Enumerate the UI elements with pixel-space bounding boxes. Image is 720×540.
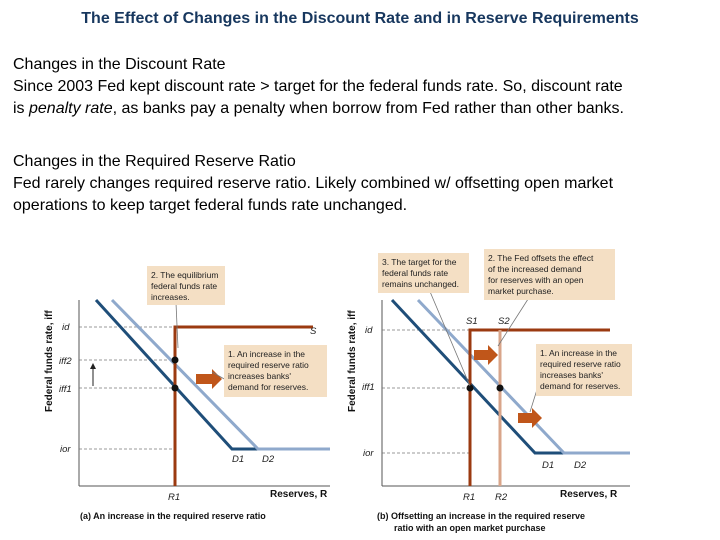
discount-rate-line-2-prefix: is	[13, 100, 29, 117]
panel-b-equilibrium-2	[496, 384, 504, 392]
reserve-ratio-line-1: Fed rarely changes required reserve rati…	[13, 175, 614, 192]
panel-a-note-equilibrium: 2. The equilibrium federal funds rate in…	[147, 266, 225, 305]
panel-a-tick-r1: R1	[168, 492, 180, 503]
panel-b-d1-label: D1	[542, 460, 554, 471]
panel-b-tick-id: id	[365, 325, 373, 336]
panel-b-x-axis-label: Reserves, R	[560, 489, 618, 500]
panel-a-x-axis-label: Reserves, R	[270, 489, 328, 500]
panel-a-note-demand-line-1: 1. An increase in the	[228, 349, 305, 359]
panel-a-tick-iff1: iff1	[59, 384, 72, 395]
panel-b-tick-r1: R1	[463, 492, 475, 503]
panel-b-note-offset-line-4: market purchase.	[488, 286, 554, 296]
discount-rate-line-2-suffix: , as banks pay a penalty when borrow fro…	[112, 100, 624, 117]
panel-b-note2-leader	[497, 295, 531, 347]
panel-b-note-offset-line-1: 2. The Fed offsets the effect	[488, 253, 594, 263]
panel-b-note-target-line-1: 3. The target for the	[382, 257, 457, 267]
panel-b-note-demand-line-1: 1. An increase in the	[540, 348, 617, 358]
panel-b-y-axis-label: Federal funds rate, iff	[347, 310, 358, 412]
panel-b-demand-d2	[416, 298, 630, 455]
discount-rate-line-2: is penalty rate, as banks pay a penalty …	[13, 98, 713, 120]
panel-b-tick-r2: R2	[495, 492, 508, 503]
panel-b-note-demand-line-2: required reserve ratio	[540, 359, 621, 369]
reserve-ratio-section: Changes in the Required Reserve Ratio Fe…	[13, 151, 713, 217]
panel-a-tick-iff2: iff2	[59, 356, 72, 367]
discount-rate-line-1: Since 2003 Fed kept discount rate > targ…	[13, 78, 623, 95]
panel-b-note-demand-line-3: increases banks'	[540, 370, 603, 380]
panel-a-supply-label: S	[310, 326, 317, 337]
panel-b-supply-s1	[468, 328, 610, 486]
panel-a-tick-ior: ior	[60, 444, 71, 455]
panel-b-note-target-line-2: federal funds rate	[382, 268, 448, 278]
panel-a-demand-d2	[110, 298, 330, 451]
panel-b-s2-label: S2	[498, 316, 510, 327]
panel-b-d2-label: D2	[574, 460, 587, 471]
panel-b-demand-shift-arrow	[518, 408, 542, 428]
panel-b-note-demand: 1. An increase in the required reserve r…	[536, 344, 632, 396]
panel-a-y-axis-label: Federal funds rate, iff	[44, 310, 55, 412]
panel-a-supply-curve	[173, 325, 313, 486]
discount-rate-section: Changes in the Discount Rate Since 2003 …	[13, 54, 713, 120]
panel-b-tick-iff1: iff1	[362, 382, 375, 393]
panel-b-note-offset-line-3: for reserves with an open	[488, 275, 584, 285]
panel-b: 3. The target for the federal funds rate…	[347, 249, 632, 533]
panel-a-d1-label: D1	[232, 454, 244, 465]
panel-b-note-offset: 2. The Fed offsets the effect of the inc…	[484, 249, 615, 300]
panel-a-d2-label: D2	[262, 454, 275, 465]
slide-title: The Effect of Changes in the Discount Ra…	[81, 10, 639, 27]
panel-b-note-offset-line-2: of the increased demand	[488, 264, 582, 274]
panel-a-tick-id: id	[62, 322, 70, 333]
panel-a-note-equilibrium-line-3: increases.	[151, 292, 190, 302]
panel-b-s1-label: S1	[466, 316, 478, 327]
panel-a-note-demand-line-3: increases banks'	[228, 371, 291, 381]
panel-b-note-demand-line-4: demand for reserves.	[540, 381, 620, 391]
panel-a-note-equilibrium-line-1: 2. The equilibrium	[151, 270, 218, 280]
panel-a-note2-leader	[211, 371, 227, 381]
panel-b-equilibrium-1	[466, 384, 474, 392]
panel-a-equilibrium-2	[171, 356, 179, 364]
panel-b-note-target-line-3: remains unchanged.	[382, 279, 459, 289]
panel-b-caption-line-1: (b) Offsetting an increase in the requir…	[377, 511, 585, 521]
panel-a-shift-arrow	[196, 369, 222, 389]
panel-b-caption-line-2: ratio with an open market purchase	[394, 523, 546, 533]
panel-a-equilibrium-1	[171, 384, 179, 392]
reserve-ratio-heading: Changes in the Required Reserve Ratio	[13, 153, 296, 170]
discount-rate-heading: Changes in the Discount Rate	[13, 56, 226, 73]
panel-b-tick-ior: ior	[363, 448, 374, 459]
panel-a-note-equilibrium-line-2: federal funds rate	[151, 281, 217, 291]
panel-a-note-demand: 1. An increase in the required reserve r…	[224, 345, 327, 397]
panel-b-supply-shift-arrow	[474, 345, 498, 365]
panel-b-note-target: 3. The target for the federal funds rate…	[378, 253, 469, 293]
reserve-ratio-line-2: operations to keep target federal funds …	[13, 197, 408, 214]
panel-a-note-demand-line-2: required reserve ratio	[228, 360, 309, 370]
panel-a: 2. The equilibrium federal funds rate in…	[44, 266, 330, 521]
panel-a-note1-leader	[175, 302, 179, 349]
panel-a-note-demand-line-4: demand for reserves.	[228, 382, 308, 392]
panel-a-caption: (a) An increase in the required reserve …	[80, 511, 266, 521]
penalty-rate-term: penalty rate	[29, 100, 113, 117]
